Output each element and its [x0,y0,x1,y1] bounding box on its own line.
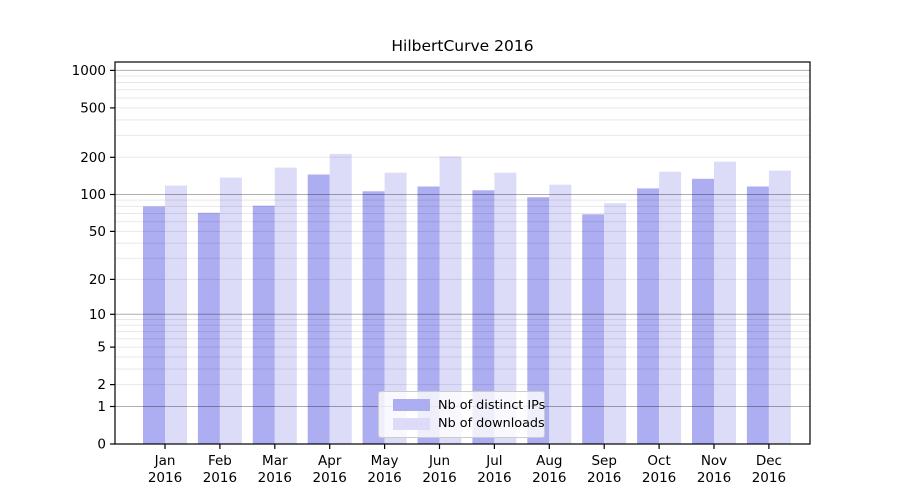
x-tick-label-year: 2016 [642,470,676,486]
bar-downloads-oct [659,171,682,444]
y-tick-label: 2 [97,377,106,393]
chart-legend: Nb of distinct IPs Nb of downloads [378,391,545,438]
legend-swatch-distinct-ips [393,399,430,412]
x-tick-label-month: Jan [154,453,176,469]
bar-downloads-jun [439,156,462,444]
x-tick-label-month: Feb [208,453,232,469]
legend-label-downloads: Nb of downloads [438,416,545,432]
x-tick-label-month: Dec [756,453,782,469]
x-tick-label-year: 2016 [148,470,182,486]
x-tick-label-month: Sep [591,453,616,469]
y-tick-label: 200 [80,150,106,166]
bar-distinct-ips-apr [307,174,330,444]
x-tick-label-year: 2016 [313,470,347,486]
bar-downloads-aug [549,184,572,444]
bar-downloads-apr [329,153,352,444]
x-tick-label-month: Aug [536,453,562,469]
bar-distinct-ips-sep [582,214,605,444]
bar-downloads-sep [604,203,627,444]
bar-distinct-ips-may [362,191,385,444]
x-tick-label-month: May [371,453,399,469]
x-tick-label-month: Oct [647,453,670,469]
x-tick-label-month: Apr [318,453,342,469]
x-tick-label-year: 2016 [752,470,786,486]
x-tick-label-year: 2016 [258,470,292,486]
x-tick-label-year: 2016 [203,470,237,486]
y-tick-label: 100 [80,187,106,203]
bar-downloads-dec [768,170,791,444]
x-tick-label-month: Nov [701,453,727,469]
bar-distinct-ips-aug [527,197,550,444]
x-tick-label-month: Jun [428,453,450,469]
legend-entry-downloads: Nb of downloads [393,415,545,434]
y-tick-label: 10 [89,307,106,323]
y-tick-label: 50 [89,224,106,240]
bar-downloads-nov [714,161,736,444]
y-tick-label: 20 [89,272,106,288]
x-tick-label-month: Mar [262,453,288,469]
bar-distinct-ips-mar [252,205,275,444]
bar-distinct-ips-feb [197,212,220,444]
bar-distinct-ips-oct [637,188,660,444]
x-tick-label-year: 2016 [367,470,401,486]
x-tick-label-year: 2016 [422,470,456,486]
x-tick-label-year: 2016 [477,470,511,486]
bar-downloads-mar [274,167,297,444]
legend-swatch-downloads [393,417,430,430]
bar-distinct-ips-dec [746,186,769,444]
y-tick-label: 500 [80,100,106,116]
bar-distinct-ips-jun [417,186,440,444]
y-tick-label: 1 [97,399,106,415]
bar-downloads-may [384,172,407,444]
x-tick-label-year: 2016 [532,470,566,486]
legend-label-distinct-ips: Nb of distinct IPs [438,397,546,413]
y-tick-label: 5 [97,340,106,356]
bar-downloads-jan [165,185,187,444]
bar-distinct-ips-jul [472,190,495,444]
bar-downloads-feb [219,177,242,444]
y-tick-label: 1000 [72,63,106,79]
x-tick-label-year: 2016 [697,470,731,486]
bar-distinct-ips-nov [692,178,714,445]
plot-border [114,61,811,445]
bar-distinct-ips-jan [143,206,165,444]
x-tick-label-year: 2016 [587,470,621,486]
legend-entry-distinct-ips: Nb of distinct IPs [393,396,545,415]
chart-title: HilbertCurve 2016 [391,37,534,55]
bar-downloads-jul [494,172,517,444]
y-tick-label: 0 [97,437,106,453]
x-tick-label-month: Jul [485,453,502,469]
